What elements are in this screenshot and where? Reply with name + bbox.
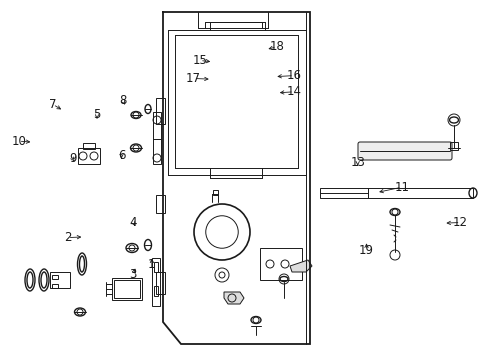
FancyBboxPatch shape [358, 142, 452, 160]
Bar [114, 280, 140, 298]
Bar [450, 142, 458, 150]
Bar [213, 190, 218, 195]
Bar [260, 248, 302, 280]
Bar [152, 258, 160, 306]
Text: 2: 2 [64, 231, 72, 244]
Text: 5: 5 [93, 108, 101, 121]
Text: 1: 1 [148, 258, 156, 271]
Text: 12: 12 [453, 216, 468, 229]
Text: 8: 8 [119, 94, 126, 107]
Bar [153, 112, 161, 164]
Text: 4: 4 [129, 216, 137, 229]
Polygon shape [224, 292, 244, 304]
Text: 14: 14 [287, 85, 301, 98]
Text: 15: 15 [193, 54, 207, 67]
Text: 18: 18 [270, 40, 284, 53]
Text: 3: 3 [129, 268, 137, 281]
Bar [156, 272, 165, 294]
Bar [112, 278, 142, 300]
Bar [154, 286, 158, 296]
Bar [78, 148, 100, 164]
Bar [156, 98, 165, 124]
Bar [154, 262, 158, 272]
Bar [83, 143, 95, 149]
Text: 13: 13 [350, 156, 365, 169]
Bar [320, 188, 368, 198]
Bar [368, 188, 473, 198]
Bar [52, 284, 58, 288]
Text: 6: 6 [118, 149, 125, 162]
Text: 16: 16 [287, 69, 301, 82]
Bar [50, 272, 70, 288]
Text: 11: 11 [394, 181, 409, 194]
Bar [52, 275, 58, 279]
Bar [156, 195, 165, 213]
Text: 17: 17 [186, 72, 201, 85]
Polygon shape [290, 260, 312, 272]
Text: 7: 7 [49, 98, 57, 111]
Text: 10: 10 [11, 135, 26, 148]
Text: 9: 9 [69, 152, 76, 165]
Text: 19: 19 [359, 244, 374, 257]
